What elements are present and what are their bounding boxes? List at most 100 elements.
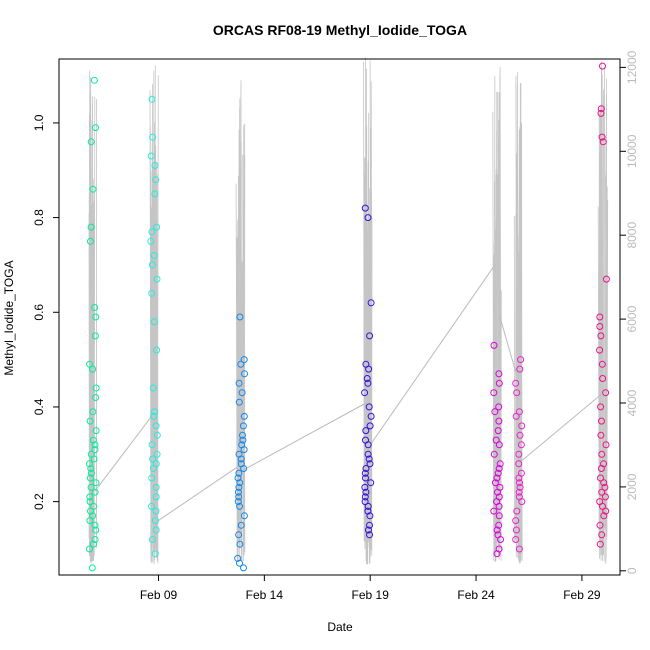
data-point-rf08 xyxy=(91,304,99,311)
data-point-rf12 xyxy=(240,564,247,572)
altitude-ferry-leg xyxy=(94,415,153,492)
data-point-rf19 xyxy=(601,483,609,491)
data-point-rf12 xyxy=(236,479,244,487)
data-point-rf08 xyxy=(87,223,95,231)
data-point-rf12 xyxy=(234,554,242,562)
data-point-rf08 xyxy=(90,502,98,510)
data-point-rf09 xyxy=(147,152,155,160)
x-tick-label: Feb 24 xyxy=(457,588,495,602)
data-point-rf09 xyxy=(153,275,161,283)
data-point-rf17 xyxy=(495,370,503,378)
data-point-rf12 xyxy=(235,398,243,406)
data-point-rf19 xyxy=(602,389,610,397)
data-point-rf17 xyxy=(495,403,503,411)
data-point-rf08 xyxy=(87,483,95,491)
data-point-rf09 xyxy=(148,474,156,482)
data-point-rf17 xyxy=(495,512,503,520)
data-point-rf19 xyxy=(599,62,606,70)
data-point-rf12 xyxy=(239,431,246,439)
data-point-rf09 xyxy=(153,223,161,231)
y-tick-label: 0.2 xyxy=(32,493,46,510)
x-tick-label: Feb 19 xyxy=(352,588,390,602)
y-tick-label: 0.4 xyxy=(32,398,46,415)
data-point-rf12 xyxy=(235,450,243,458)
data-point-rf19 xyxy=(596,540,604,548)
data-point-rf12 xyxy=(235,493,243,501)
data-point-rf15 xyxy=(366,422,374,430)
data-point-rf18 xyxy=(512,412,520,420)
data-point-rf17 xyxy=(492,436,500,444)
data-point-rf15 xyxy=(362,436,369,444)
data-point-rf15 xyxy=(365,526,372,534)
altitude-ferry-leg xyxy=(158,465,240,521)
data-point-rf08 xyxy=(91,521,99,529)
data-point-rf08 xyxy=(86,474,94,482)
data-point-rf08 xyxy=(92,394,100,401)
data-point-rf08 xyxy=(91,332,99,340)
data-point-rf15 xyxy=(362,427,370,435)
data-point-rf15 xyxy=(361,469,369,477)
data-point-rf12 xyxy=(238,389,246,397)
altitude-ferry-leg xyxy=(242,402,367,471)
data-point-rf19 xyxy=(597,105,605,113)
data-point-rf09 xyxy=(152,507,160,515)
data-point-rf17 xyxy=(495,379,503,387)
data-point-rf09 xyxy=(149,384,157,392)
data-point-rf19 xyxy=(602,275,610,283)
data-point-rf12 xyxy=(235,379,243,387)
data-point-rf12 xyxy=(235,469,243,477)
data-point-rf09 xyxy=(149,455,157,463)
data-point-rf08 xyxy=(89,436,97,444)
data-point-rf09 xyxy=(151,550,159,558)
y2-tick-label: 0 xyxy=(625,567,639,574)
data-point-rf12 xyxy=(234,498,242,506)
data-point-rf09 xyxy=(148,95,156,103)
data-point-rf12 xyxy=(237,521,245,529)
data-point-rf15 xyxy=(361,204,369,212)
y-tick-label: 0.6 xyxy=(32,304,46,321)
data-point-rf18 xyxy=(513,389,521,397)
altitude-trace xyxy=(88,57,609,565)
data-point-rf17 xyxy=(490,450,498,458)
y2-tick-label: 4000 xyxy=(625,389,639,416)
data-point-rf15 xyxy=(364,507,372,515)
data-point-rf12 xyxy=(241,370,248,378)
data-point-rf09 xyxy=(151,162,159,169)
data-point-rf09 xyxy=(148,536,156,543)
data-point-rf08 xyxy=(92,384,100,392)
x-tick-label: Feb 14 xyxy=(246,588,284,602)
y2-tick-label: 6000 xyxy=(625,305,639,332)
data-point-rf08 xyxy=(90,76,98,84)
data-point-rf12 xyxy=(234,488,242,496)
data-point-rf15 xyxy=(362,360,370,368)
data-point-rf19 xyxy=(599,138,607,146)
data-point-rf09 xyxy=(151,190,159,198)
data-point-rf08 xyxy=(89,185,97,193)
y-axis-label: Methyl_Iodide_TOGA xyxy=(2,260,16,375)
data-point-rf17 xyxy=(491,479,499,487)
data-point-rf19 xyxy=(601,493,609,501)
data-point-rf12 xyxy=(240,512,248,520)
data-point-rf19 xyxy=(597,332,605,340)
data-point-rf15 xyxy=(364,214,372,222)
data-point-rf19 xyxy=(598,450,606,458)
data-point-rf09 xyxy=(153,346,161,354)
data-point-rf18 xyxy=(518,422,526,430)
altitude-ferry-leg xyxy=(520,394,602,463)
data-point-rf09 xyxy=(150,412,158,420)
data-point-rf19 xyxy=(598,488,606,496)
y2-tick-label: 10000 xyxy=(625,134,639,168)
data-point-rf15 xyxy=(361,493,369,501)
data-point-rf08 xyxy=(87,507,94,515)
data-point-rf15 xyxy=(363,375,371,382)
data-point-rf15 xyxy=(367,412,375,420)
data-point-rf08 xyxy=(87,138,95,146)
data-point-rf17 xyxy=(491,408,499,416)
data-point-rf08 xyxy=(88,564,96,572)
data-point-rf19 xyxy=(596,521,604,529)
data-point-rf08 xyxy=(87,469,95,477)
data-point-rf09 xyxy=(148,441,156,449)
data-point-rf15 xyxy=(362,488,370,496)
data-point-rf15 xyxy=(366,460,374,468)
